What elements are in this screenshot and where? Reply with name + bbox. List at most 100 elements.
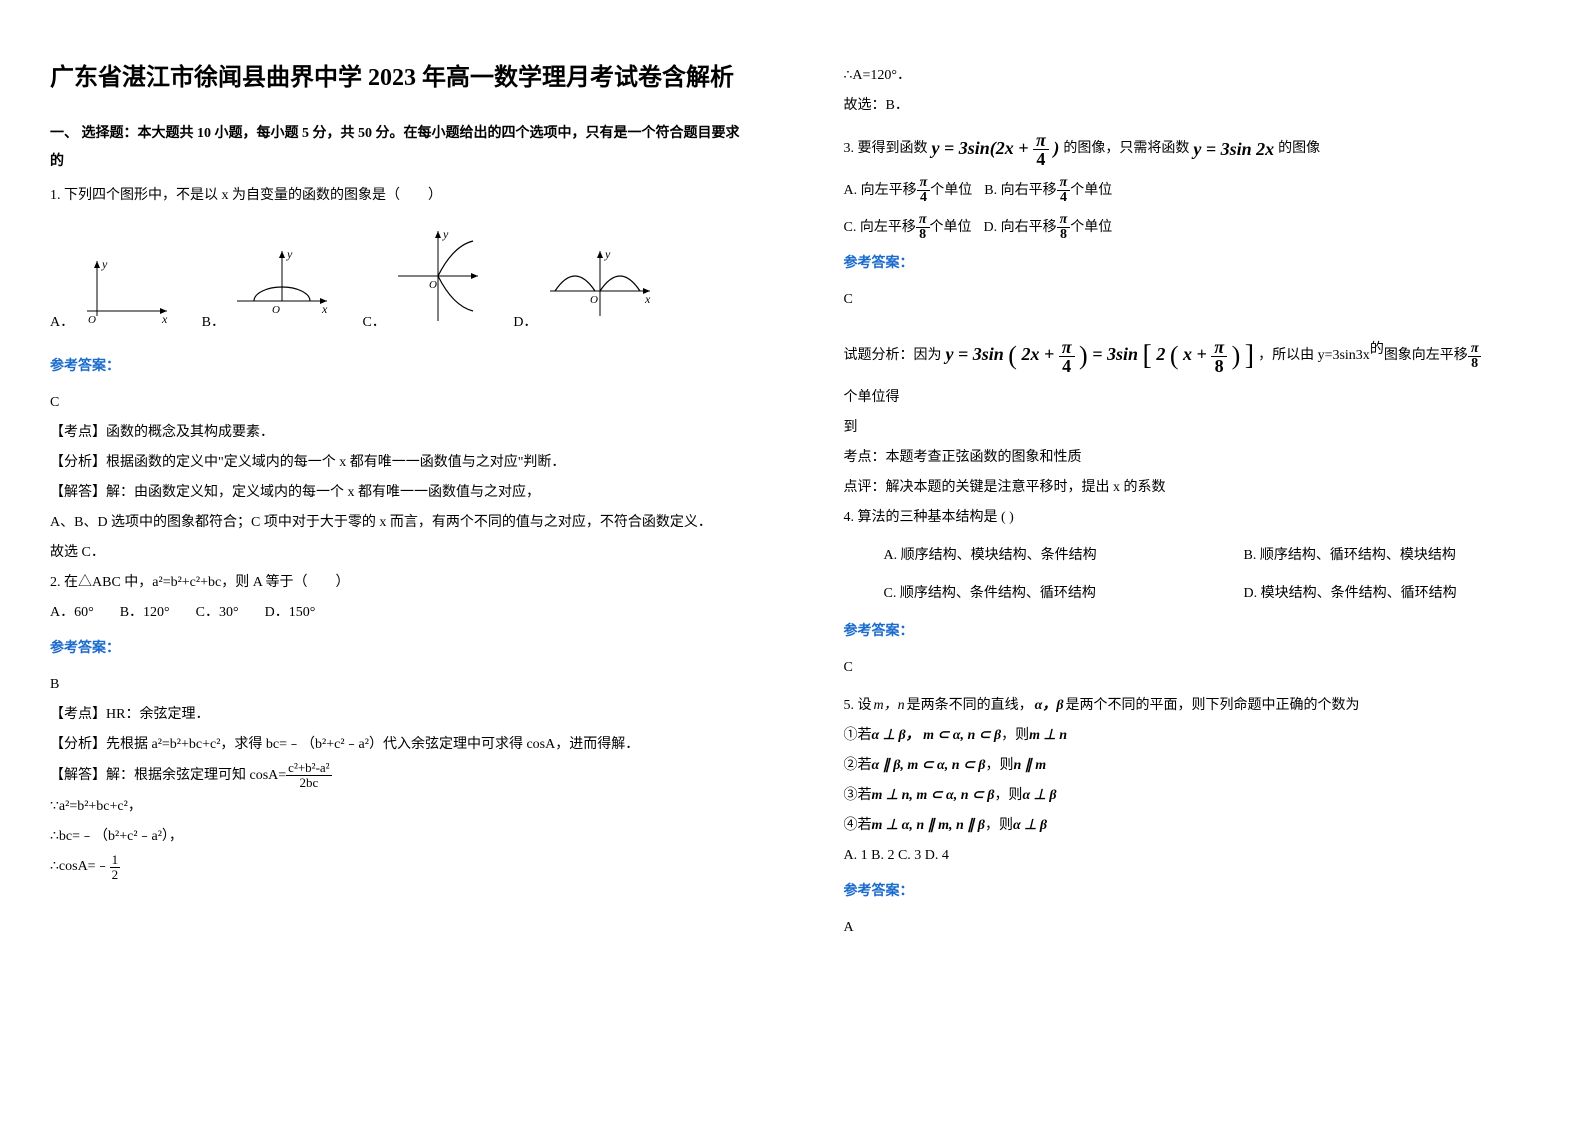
- q1-solve-2: A、B、D 选项中的图象都符合；C 项中对于大于零的 x 而言，有两个不同的值与…: [50, 509, 744, 537]
- q5-item-2: ②若 α ∥ β, m ⊂ α, n ⊂ β ，则 n ∥ m: [844, 752, 1538, 780]
- q3-an-2: 2: [1156, 345, 1165, 365]
- q1-answer-label: 参考答案：: [50, 353, 744, 381]
- q2-s4-num: 1: [110, 853, 121, 868]
- q3-an-prefix: 试题分析：因为: [844, 342, 942, 370]
- q4-opts-1: A. 顺序结构、模块结构、条件结构 B. 顺序结构、循环结构、模块结构: [884, 542, 1538, 570]
- q5-item-1: ①若 α ⊥ β， m ⊂ α, n ⊂ β ，则 m ⊥ n: [844, 722, 1538, 750]
- q5-2-then: ，则: [985, 752, 1013, 780]
- q2-answer-label: 参考答案：: [50, 635, 744, 663]
- q2-s4: ∴cosA=﹣ 1 2: [50, 853, 744, 883]
- q5-mid1: 是两条不同的直线，: [907, 692, 1033, 720]
- q4-opt-c: C. 顺序结构、条件结构、循环结构: [884, 580, 1244, 608]
- q3-opt-d-num: π: [1057, 213, 1071, 228]
- q5-1-then: ，则: [1001, 722, 1029, 750]
- right-column: ∴A=120°． 故选：B． 3. 要得到函数 y = 3sin(2x + π …: [794, 0, 1587, 1122]
- q3-analysis: 试题分析：因为 y = 3sin ( 2x + π 4 ) = 3sin [ 2…: [844, 328, 1538, 412]
- q3-answer: C: [844, 286, 1538, 314]
- q3-an-frac2-den: 8: [1211, 357, 1227, 375]
- q3-opt-row-2: C. 向左平移 π 8 个单位 D. 向右平移 π 8 个单位: [844, 213, 1538, 242]
- q3-opt-a-text: A. 向左平移: [844, 177, 917, 205]
- q5-answer-label: 参考答案：: [844, 878, 1538, 906]
- q1-analysis: 【分析】根据函数的定义中"定义域内的每一个 x 都有唯一一函数值与之对应"判断．: [50, 449, 744, 477]
- q5-opts: A. 1 B. 2 C. 3 D. 4: [844, 842, 1538, 870]
- q5-2-label: ②若: [844, 752, 872, 780]
- q3-opt-c-num: π: [916, 213, 930, 228]
- q4-answer: C: [844, 654, 1538, 682]
- q3-an-2x: 2x +: [1021, 345, 1054, 365]
- q4-opts-2: C. 顺序结构、条件结构、循环结构 D. 模块结构、条件结构、循环结构: [884, 580, 1538, 608]
- q3-formula-2: y = 3sin 2x: [1193, 131, 1274, 167]
- q3-opt-c-tail: 个单位: [930, 214, 972, 242]
- fig-c-label: C．: [362, 315, 385, 330]
- svg-text:O: O: [88, 314, 96, 326]
- q3-opt-b-den: 4: [1057, 191, 1071, 205]
- q3-mid: 的图像，只需将函数: [1063, 135, 1189, 163]
- q2-opt-b: B．120°: [120, 599, 170, 627]
- q3-an-frac1-den: 4: [1059, 357, 1075, 375]
- q3-opt-c-den: 8: [916, 228, 930, 242]
- r2: 故选：B．: [844, 92, 1538, 120]
- q2-opt-c: C．30°: [196, 599, 239, 627]
- q2-frac-den: 2bc: [286, 776, 331, 790]
- q3-an-frac2: π 8: [1211, 338, 1227, 375]
- q3-f1-pi: π: [1033, 131, 1049, 150]
- svg-text:x: x: [161, 312, 168, 326]
- q5-3-label: ③若: [844, 782, 872, 810]
- q3-f1: y = 3sin(2x +: [932, 138, 1029, 158]
- svg-text:y: y: [604, 247, 611, 261]
- q4-answer-label: 参考答案：: [844, 618, 1538, 646]
- q3-an-eq: = 3sin: [1092, 345, 1138, 365]
- figure-c: y O: [393, 226, 483, 326]
- q5-answer: A: [844, 914, 1538, 942]
- q2-s4-den: 2: [110, 868, 121, 882]
- q2-opt-d: D．150°: [265, 599, 316, 627]
- svg-text:y: y: [101, 257, 108, 271]
- q3-opt-c-frac: π 8: [916, 213, 930, 242]
- q3-opt-d-text: D. 向右平移: [984, 214, 1057, 242]
- q3-f1-close: ): [1053, 138, 1059, 158]
- q5-1-label: ①若: [844, 722, 872, 750]
- q2-s4-text: ∴cosA=﹣: [50, 853, 110, 881]
- q3-an-frac1-num: π: [1059, 338, 1075, 357]
- q3-opt-a-num: π: [917, 176, 931, 191]
- q5-3-c: α ⊥ β: [1022, 782, 1056, 810]
- q2-solve-1: 【解答】解：根据余弦定理可知 cosA= c²+b²-a² 2bc: [50, 761, 744, 791]
- q3-opt-a-frac: π 4: [917, 176, 931, 205]
- q3-an-frac3-num: π: [1468, 342, 1482, 357]
- q5-4-label: ④若: [844, 812, 872, 840]
- q1-figures: A． x y O B． x y: [50, 226, 744, 337]
- q5-mn: m，n: [874, 692, 905, 720]
- figure-d: y O x: [545, 246, 655, 326]
- q3-opt-d-tail: 个单位: [1070, 214, 1112, 242]
- q5-3-f: m ⊥ n, m ⊂ α, n ⊂ β: [872, 782, 995, 810]
- q3-p1: 考点：本题考查正弦函数的图象和性质: [844, 444, 1538, 472]
- q3-opt-b-tail: 个单位: [1070, 177, 1112, 205]
- q3-opt-d-den: 8: [1057, 228, 1071, 242]
- q3-prefix: 3. 要得到函数: [844, 135, 928, 163]
- q4-opt-b: B. 顺序结构、循环结构、模块结构: [1244, 542, 1456, 570]
- fig-b-label: B．: [202, 315, 225, 330]
- q3-an-formula: y = 3sin ( 2x + π 4 ) = 3sin [ 2 ( x + π…: [946, 328, 1255, 384]
- svg-text:O: O: [429, 279, 437, 291]
- q3-an-dao: 到: [844, 414, 1538, 442]
- q3-suffix: 的图像: [1278, 135, 1320, 163]
- q2-s3: ∴bc=﹣（b²+c²﹣a²），: [50, 823, 744, 851]
- q3-an-frac2-num: π: [1211, 338, 1227, 357]
- q3-f1-den: 4: [1033, 150, 1049, 168]
- q5-text: 5. 设 m，n 是两条不同的直线， α，β 是两个不同的平面，则下列命题中正确…: [844, 692, 1538, 720]
- q2-frac-num: c²+b²-a²: [286, 761, 331, 776]
- q5-3-then: ，则: [994, 782, 1022, 810]
- q5-1-f: α ⊥ β， m ⊂ α, n ⊂ β: [872, 722, 1002, 750]
- figure-a: x y O: [82, 256, 172, 326]
- q5-2-f: α ∥ β, m ⊂ α, n ⊂ β: [872, 752, 986, 780]
- figure-b: x y O: [232, 246, 332, 326]
- q3-an-tail1: 图象向左平移: [1384, 342, 1468, 370]
- q1-point: 【考点】函数的概念及其构成要素．: [50, 419, 744, 447]
- left-column: 广东省湛江市徐闻县曲界中学 2023 年高一数学理月考试卷含解析 一、 选择题：…: [0, 0, 794, 1122]
- q3-formula-1: y = 3sin(2x + π 4 ): [932, 130, 1060, 168]
- svg-text:y: y: [442, 227, 449, 241]
- q1-answer: C: [50, 389, 744, 417]
- q3-opt-c-text: C. 向左平移: [844, 214, 916, 242]
- q2-point: 【考点】HR：余弦定理．: [50, 701, 744, 729]
- q3-opt-a-den: 4: [917, 191, 931, 205]
